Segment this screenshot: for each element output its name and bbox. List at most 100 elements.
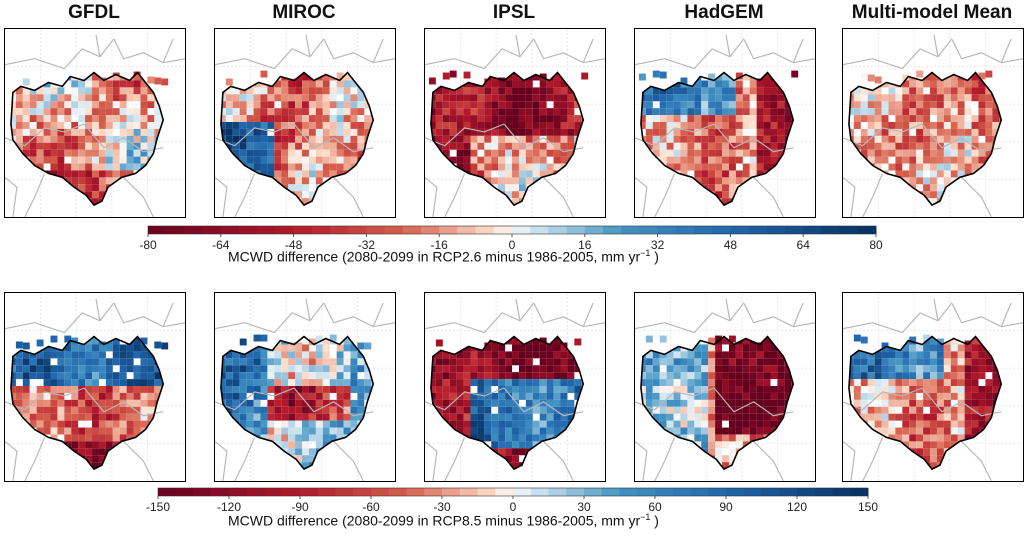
country-border (533, 302, 605, 328)
anomaly-grid (640, 72, 794, 206)
country-border (843, 123, 923, 147)
colorbar-tick-label: -30 (433, 500, 451, 514)
country-border (792, 302, 804, 327)
country-border (113, 302, 185, 328)
map-svg-rcp85-ipsl (425, 293, 605, 481)
colorbar-tick-label: -16 (431, 238, 449, 252)
country-border (24, 437, 46, 481)
colorbar-tick-label: -150 (146, 500, 170, 514)
country-border (215, 38, 325, 70)
country-border (843, 38, 953, 70)
map-svg-rcp26-miroc (215, 29, 395, 217)
country-border (635, 302, 745, 334)
colorbar-tick-label: -80 (139, 238, 157, 252)
country-border (425, 440, 438, 481)
colorbar-tick-label: 48 (724, 238, 738, 252)
colorbar-caption-rcp85-sup: −1 (640, 512, 651, 522)
country-border (5, 440, 18, 481)
country-border (293, 123, 374, 153)
country-border (503, 123, 584, 153)
basin-fill (430, 336, 584, 470)
country-border (333, 440, 364, 481)
country-border (215, 176, 228, 217)
colorbar-tick-label: -32 (358, 238, 376, 252)
country-border (162, 302, 174, 327)
colorbar-caption-rcp85-prefix: MCWD difference (2080-2099 in RCP8.5 min… (228, 512, 641, 529)
country-border (635, 387, 715, 411)
colorbar-caption-rcp26-suffix: ) (650, 248, 659, 265)
country-border (372, 302, 384, 327)
map-panel-rcp26-hadgem (634, 28, 816, 218)
country-border (95, 34, 101, 57)
basin-outline (220, 335, 375, 471)
country-border (83, 387, 164, 417)
country-border (5, 123, 85, 147)
country-border (961, 440, 992, 481)
colorbar-caption-rcp85: MCWD difference (2080-2099 in RCP8.5 min… (228, 512, 659, 529)
country-border (444, 173, 466, 217)
basin-fill (640, 336, 794, 470)
anomaly-grid (430, 72, 584, 206)
anomaly-grid (848, 336, 1002, 470)
country-border (503, 387, 584, 417)
country-border (743, 302, 815, 328)
map-panel-rcp85-ipsl (424, 292, 606, 482)
basin-fill (848, 72, 1002, 206)
map-panel-rcp85-multi-model-mean (842, 292, 1024, 482)
colorbar-tick-label: 120 (787, 500, 807, 514)
anomaly-grid (220, 336, 374, 470)
country-border (543, 176, 574, 217)
model-title-miroc: MIROC (272, 2, 336, 23)
country-border (5, 176, 18, 217)
colorbar-tick-label: -48 (285, 238, 303, 252)
country-border (5, 387, 85, 411)
country-border (635, 176, 648, 217)
country-border (515, 34, 521, 57)
country-border (305, 34, 311, 57)
map-panel-rcp85-miroc (214, 292, 396, 482)
basin-outline (848, 71, 1003, 207)
basin-outline (10, 335, 165, 471)
model-title-multi-model-mean: Multi-model Mean (851, 2, 1013, 23)
colorbar-tick-label: 30 (577, 500, 591, 514)
country-border (933, 298, 939, 321)
anomaly-grid (10, 336, 164, 470)
country-border (843, 302, 953, 334)
country-border (921, 387, 1002, 417)
country-border (792, 38, 804, 63)
country-border (425, 302, 535, 334)
country-border (215, 123, 295, 147)
country-border (933, 34, 939, 57)
basin-outline (10, 71, 165, 207)
basin-outline (640, 335, 795, 471)
basin-outline (220, 71, 375, 207)
country-border (533, 38, 605, 64)
map-svg-rcp26-hadgem (635, 29, 815, 217)
colorbar-tick-label: -64 (212, 238, 230, 252)
country-border (323, 38, 395, 64)
country-border (234, 437, 256, 481)
country-border (293, 387, 374, 417)
country-border (862, 437, 884, 481)
country-border (5, 38, 115, 70)
colorbar-caption-rcp85-suffix: ) (650, 512, 659, 529)
country-border (582, 302, 594, 327)
colorbar-caption-rcp26-sup: −1 (640, 248, 651, 258)
colorbar-rcp85: -150 -120 -90 -60 -30 0 30 60 90 120 150 (146, 487, 878, 514)
map-panel-rcp26-multi-model-mean (842, 28, 1024, 218)
country-border (215, 387, 295, 411)
map-svg-rcp85-hadgem (635, 293, 815, 481)
map-panel-rcp85-hadgem (634, 292, 816, 482)
country-border (654, 173, 676, 217)
map-panel-rcp26-gfdl (4, 28, 186, 218)
anomaly-grid (220, 72, 374, 206)
map-panel-rcp26-ipsl (424, 28, 606, 218)
country-border (713, 123, 794, 153)
country-border (215, 302, 325, 334)
basin-fill (430, 72, 584, 206)
colorbar-tick-label: -60 (362, 500, 380, 514)
basin-fill (10, 336, 164, 470)
basin-fill (848, 336, 1002, 470)
anomaly-grid (430, 336, 584, 470)
country-border (83, 123, 164, 153)
